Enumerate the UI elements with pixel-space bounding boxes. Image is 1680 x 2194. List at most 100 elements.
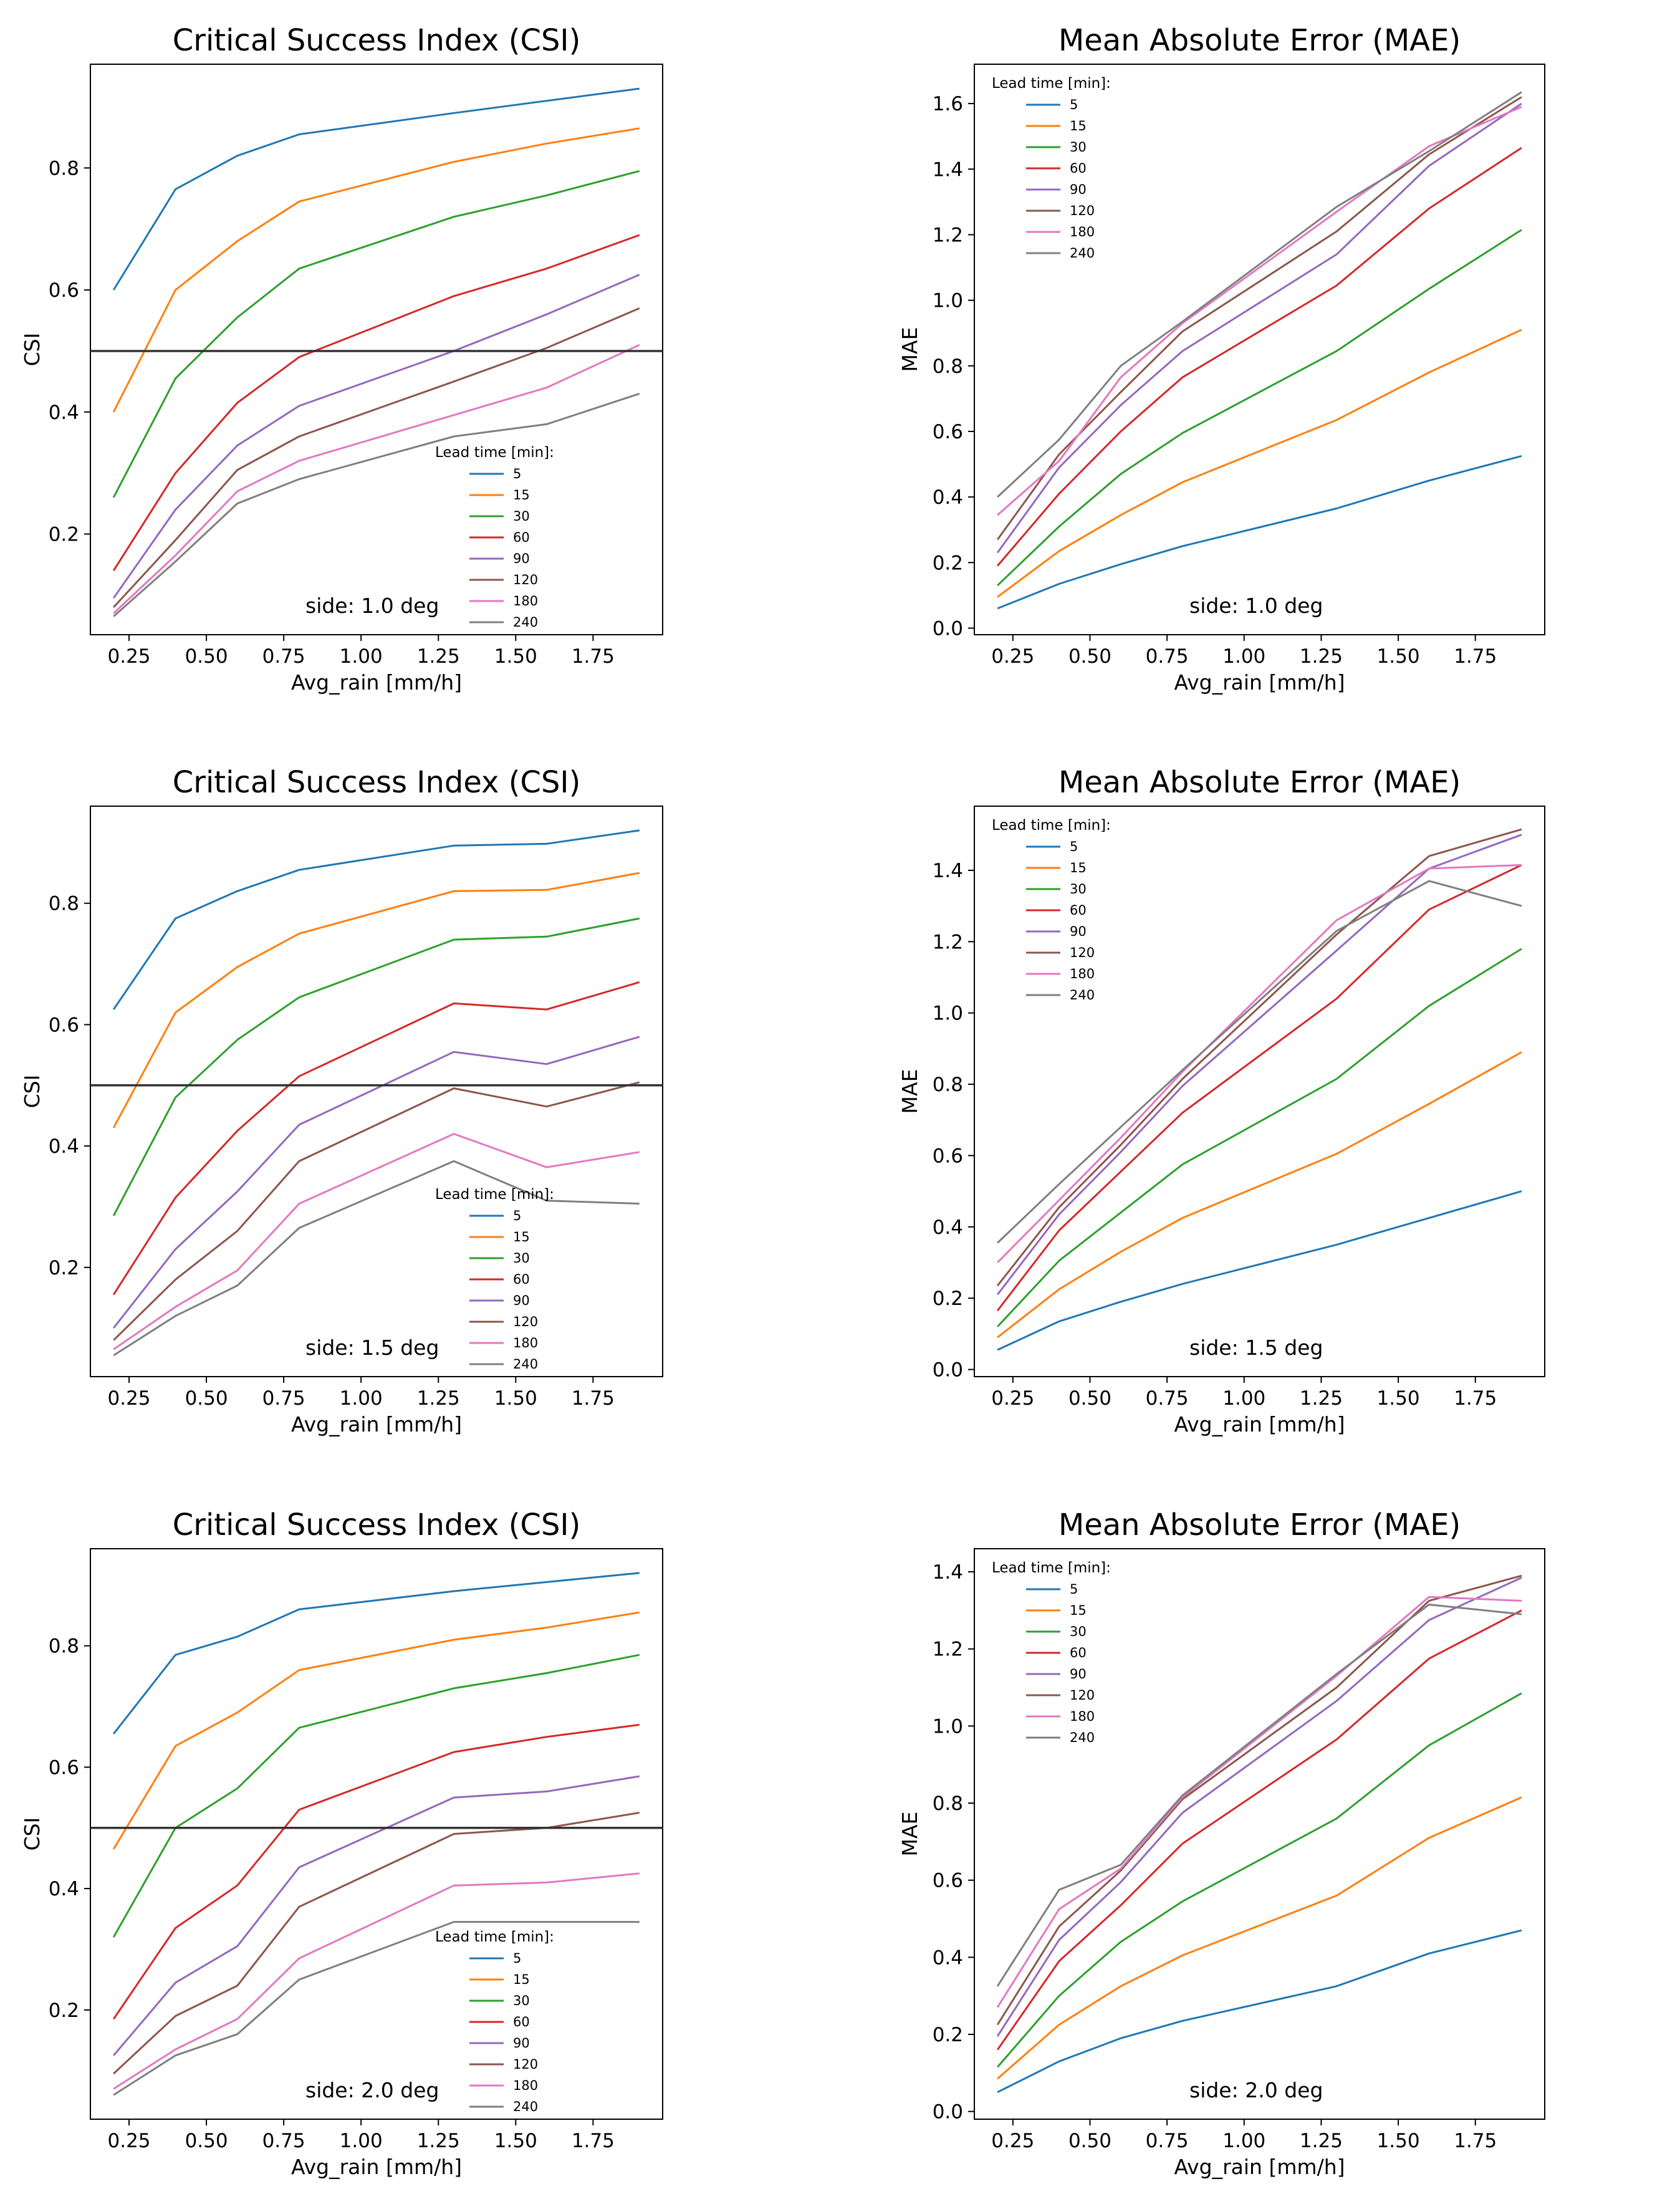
legend-label-60: 60	[1070, 161, 1087, 176]
series-line-60	[996, 147, 1522, 567]
side-annotation: side: 1.5 deg	[305, 1335, 439, 1360]
y-tick-label: 0.2	[49, 1257, 79, 1279]
x-tick-label: 0.75	[1146, 645, 1189, 668]
legend-label-240: 240	[1070, 246, 1095, 261]
legend-label-60: 60	[513, 530, 530, 545]
panel-csi-1-0: Critical Success Index (CSI)0.25 0.50 0.75…	[20, 23, 663, 695]
series-line-15	[997, 329, 1522, 598]
legend: Lead time [min]: 5 15 30 60 90 120 180 240	[435, 445, 554, 630]
legend-label-60: 60	[1070, 903, 1087, 918]
x-tick-label: 1.50	[494, 2130, 537, 2152]
legend-label-240: 240	[513, 2099, 538, 2114]
axes-frame	[90, 64, 663, 635]
y-axis-label: MAE	[898, 327, 922, 372]
series-line-60	[996, 1609, 1522, 2051]
legend-title: Lead time [min]:	[992, 1560, 1111, 1576]
legend-label-90: 90	[1070, 182, 1087, 197]
x-tick-label: 0.25	[991, 1387, 1034, 1410]
legend-title: Lead time [min]:	[435, 1929, 554, 1945]
series-line-15	[112, 1611, 640, 1850]
x-axis-label: Avg_rain [mm/h]	[1174, 670, 1345, 695]
y-tick-label: 0.2	[933, 2024, 963, 2046]
legend-label-90: 90	[513, 551, 530, 566]
y-tick-label: 0.6	[933, 421, 963, 443]
panel-mae-1-0: Mean Absolute Error (MAE)0.25 0.50 0.75 1.0…	[898, 23, 1545, 695]
chart-title: Mean Absolute Error (MAE)	[1058, 23, 1461, 58]
x-tick-label: 1.50	[494, 1387, 537, 1410]
legend-label-5: 5	[1070, 97, 1078, 112]
y-tick-label: 0.6	[933, 1145, 963, 1167]
legend-label-240: 240	[1070, 1730, 1095, 1745]
series-line-180	[113, 1872, 640, 2090]
legend-label-60: 60	[513, 2014, 530, 2029]
y-axis-label: CSI	[20, 333, 44, 367]
y-tick-label: 1.0	[933, 290, 963, 312]
series-line-240	[996, 1604, 1522, 1987]
y-tick-label: 0.2	[933, 1287, 963, 1310]
legend-label-120: 120	[1070, 1688, 1095, 1703]
side-annotation: side: 2.0 deg	[305, 2078, 439, 2102]
series-line-120	[996, 828, 1522, 1287]
x-tick-label: 1.50	[1377, 645, 1420, 668]
y-tick-label: 1.2	[933, 1638, 963, 1661]
x-tick-label: 0.25	[991, 645, 1034, 668]
series-line-60	[112, 1723, 640, 2020]
x-tick-label: 1.00	[1222, 645, 1265, 668]
series-line-30	[997, 229, 1522, 587]
y-tick-label: 0.4	[49, 1878, 79, 1900]
x-axis-label: Avg_rain [mm/h]	[1174, 1412, 1345, 1436]
series-line-240	[113, 392, 640, 617]
legend-label-15: 15	[513, 488, 530, 503]
axes-frame	[974, 1548, 1545, 2120]
axes-frame	[974, 806, 1545, 1377]
legend-label-15: 15	[513, 1972, 530, 1987]
y-tick-label: 1.4	[933, 158, 963, 181]
series-line-180	[113, 344, 640, 614]
legend: Lead time [min]: 5 15 30 60 90 120 180 240	[992, 75, 1111, 261]
y-tick-label: 0.4	[49, 1135, 79, 1158]
x-axis-label: Avg_rain [mm/h]	[291, 2155, 462, 2179]
x-tick-label: 1.00	[340, 1387, 383, 1410]
x-tick-label: 0.25	[108, 2130, 151, 2152]
y-tick-label: 0.0	[933, 1359, 963, 1382]
x-tick-label: 1.75	[572, 2130, 615, 2152]
legend-label-240: 240	[513, 615, 538, 630]
y-tick-label: 0.2	[49, 1999, 79, 2022]
legend-label-30: 30	[1070, 140, 1087, 155]
panels: Critical Success Index (CSI)0.25 0.50 0.75…	[20, 23, 1545, 2179]
y-tick-label: 1.0	[933, 1003, 963, 1025]
x-tick-label: 1.00	[340, 645, 383, 668]
y-tick-label: 0.6	[49, 1756, 79, 1779]
series-line-90	[113, 1775, 640, 2056]
legend: Lead time [min]: 5 15 30 60 90 120 180 240	[992, 817, 1111, 1003]
series-line-240	[113, 1160, 640, 1357]
x-tick-label: 0.50	[1068, 1387, 1111, 1410]
legend-label-120: 120	[1070, 945, 1095, 960]
series-line-90	[996, 1577, 1522, 2037]
x-tick-label: 1.25	[417, 1387, 460, 1410]
y-axis-label: CSI	[20, 1075, 44, 1109]
chart-title: Critical Success Index (CSI)	[173, 1508, 581, 1542]
y-tick-label: 1.0	[933, 1715, 963, 1738]
legend-label-180: 180	[1070, 224, 1095, 239]
x-tick-label: 1.25	[417, 2130, 460, 2152]
series-line-15	[997, 1051, 1522, 1339]
series-line-180	[997, 864, 1522, 1264]
y-tick-label: 0.2	[49, 524, 79, 546]
series-line-5	[997, 455, 1522, 610]
legend-label-30: 30	[513, 509, 530, 524]
legend-label-15: 15	[1070, 1603, 1087, 1618]
x-axis-label: Avg_rain [mm/h]	[291, 670, 462, 695]
x-tick-label: 1.25	[417, 645, 460, 668]
x-tick-label: 0.50	[185, 2130, 228, 2152]
legend-label-30: 30	[1070, 882, 1087, 897]
y-tick-label: 0.8	[933, 355, 963, 378]
legend-title: Lead time [min]:	[992, 75, 1111, 92]
series-group	[996, 1574, 1522, 2094]
legend-label-240: 240	[1070, 988, 1095, 1003]
y-tick-label: 0.8	[933, 1074, 963, 1096]
x-tick-label: 0.25	[108, 1387, 151, 1410]
legend-label-15: 15	[1070, 118, 1087, 133]
legend: Lead time [min]: 5 15 30 60 90 120 180 240	[435, 1929, 554, 2114]
